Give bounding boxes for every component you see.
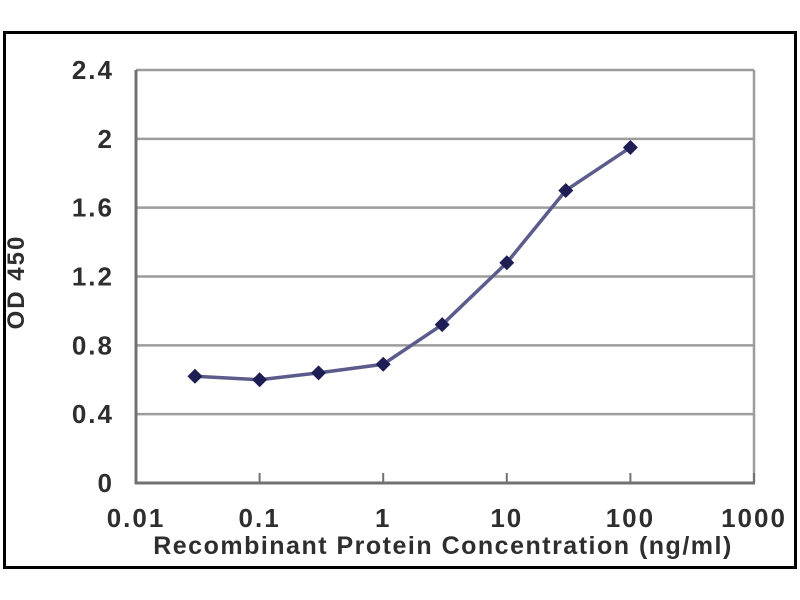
x-tick-label: 10 [490, 503, 523, 533]
y-tick-label: 1.2 [72, 262, 114, 292]
x-tick-label: 0.01 [107, 503, 166, 533]
y-tick-label: 0.8 [72, 330, 114, 360]
y-tick-label: 0 [98, 468, 114, 498]
x-tick-label: 100 [606, 503, 655, 533]
x-tick-label: 1 [375, 503, 391, 533]
x-tick-label: 1000 [721, 503, 787, 533]
y-tick-label: 2 [98, 124, 114, 154]
plot-area: 0 0.4 0.8 1.2 1.6 2 2.4 0.01 0.1 1 10 100 1000 [72, 55, 787, 533]
data-point-marker [434, 317, 450, 333]
data-point-marker [558, 182, 574, 198]
x-axis-title: Recombinant Protein Concentration (ng/ml… [153, 532, 733, 560]
data-point-marker [187, 368, 203, 384]
y-tick-label: 1.6 [72, 193, 114, 223]
data-point-marker [499, 255, 515, 271]
data-point-marker [311, 365, 327, 381]
data-point-marker [252, 372, 268, 388]
series-line [193, 145, 633, 382]
y-tick-label: 0.4 [72, 399, 114, 429]
image-border-frame [3, 31, 797, 569]
x-tick-label: 0.1 [239, 503, 281, 533]
y-tick-label: 2.4 [72, 55, 114, 85]
y-axis-title: OD 450 [3, 235, 30, 330]
data-point-marker [622, 139, 638, 155]
data-point-marker [375, 356, 391, 372]
